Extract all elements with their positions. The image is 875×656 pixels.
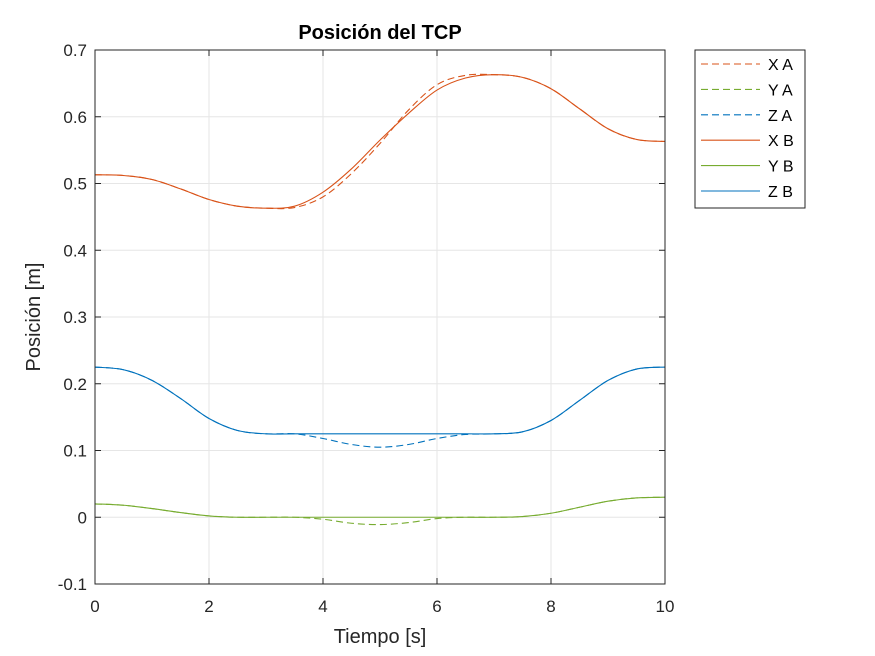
x-tick-label: 2 <box>204 597 213 616</box>
x-tick-label: 6 <box>432 597 441 616</box>
legend-label: X B <box>768 133 794 150</box>
y-tick-label: 0 <box>78 508 87 527</box>
legend-label: Y B <box>768 159 794 176</box>
x-axis-label: Tiempo [s] <box>334 626 427 648</box>
legend-box <box>694 49 806 209</box>
legend-label: Y A <box>768 82 793 99</box>
legend: X A Y A Z A X B Y B Z B <box>694 49 806 209</box>
y-tick-label: 0.7 <box>63 41 87 60</box>
legend-label: X A <box>768 57 793 74</box>
ticks: 0 2 4 6 8 10-0.100.10.20.30.40.50.60.7 <box>58 41 675 616</box>
series-line-z-a <box>94 366 666 448</box>
y-tick-label: -0.1 <box>58 575 87 594</box>
y-tick-label: 0.2 <box>63 375 87 394</box>
x-tick-label: 8 <box>546 597 555 616</box>
x-tick-label: 4 <box>318 597 327 616</box>
y-tick-label: 0.3 <box>63 308 87 327</box>
series-line-x-a <box>94 73 666 210</box>
y-axis-label: Posición [m] <box>23 263 45 372</box>
chart-title: Posición del TCP <box>298 22 461 44</box>
x-tick-label: 10 <box>656 597 675 616</box>
legend-label: Z A <box>768 108 792 125</box>
x-tick-label: 0 <box>90 597 99 616</box>
y-tick-label: 0.4 <box>63 241 87 260</box>
series-line-y-a <box>94 496 666 526</box>
y-tick-label: 0.5 <box>63 175 87 194</box>
series-line-x-b <box>94 74 666 209</box>
y-tick-label: 0.6 <box>63 108 87 127</box>
legend-label: Z B <box>768 184 793 201</box>
series-layer <box>94 73 666 526</box>
y-tick-label: 0.1 <box>63 442 87 461</box>
